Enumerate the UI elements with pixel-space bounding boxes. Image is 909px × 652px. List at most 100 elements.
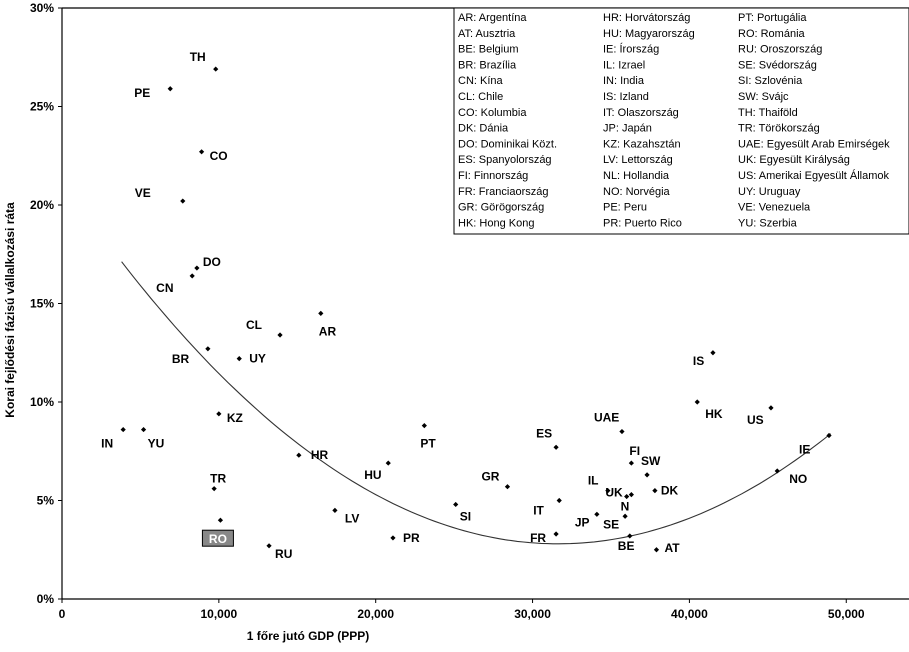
- point-do: [194, 265, 200, 271]
- point-uk: [628, 491, 634, 498]
- legend-entry: BE: Belgium: [458, 44, 519, 56]
- point-co: [198, 149, 205, 155]
- point-yu-group: YU: [140, 426, 165, 451]
- y-tick-label: 25%: [30, 100, 54, 114]
- x-tick-label: 0: [59, 607, 66, 621]
- label-ie: IE: [799, 442, 810, 456]
- point-se: [622, 513, 628, 519]
- point-it-group: IT: [533, 497, 562, 518]
- point-ro-group: RO: [201, 517, 234, 547]
- trendline: [121, 261, 831, 545]
- legend-box: [453, 7, 909, 235]
- label-jp: JP: [575, 515, 590, 529]
- point-sw: [644, 472, 650, 478]
- point-pe-group: PE: [134, 86, 173, 100]
- label-ve: VE: [135, 186, 151, 200]
- point-th: [213, 66, 219, 72]
- point-si: [453, 501, 459, 508]
- point-lv-group: LV: [332, 507, 359, 525]
- point-kz-group: KZ: [216, 411, 243, 425]
- x-tick-label: 10,000: [201, 607, 238, 621]
- point-ru-group: RU: [266, 543, 292, 561]
- point-br-group: BR: [172, 346, 211, 366]
- point-cl-group: CL: [246, 318, 283, 338]
- legend-entry: PE: Peru: [603, 202, 647, 214]
- point-uy: [236, 356, 242, 362]
- legend-entry: DO: Dominikai Közt.: [458, 138, 557, 150]
- legend-entry: ES: Spanyolország: [458, 154, 552, 166]
- point-ie: [826, 432, 832, 439]
- point-hr-group: HR: [296, 448, 329, 462]
- point-n: [624, 493, 630, 500]
- point-ve-group: VE: [135, 186, 186, 204]
- label-fi: FI: [629, 444, 640, 458]
- legend-entry: GR: Görögország: [458, 202, 544, 214]
- point-fr: [553, 531, 559, 537]
- legend-entry: BR: Brazília: [458, 59, 517, 71]
- point-cn: [189, 273, 195, 279]
- point-hr: [296, 452, 302, 458]
- legend-entry: UY: Uruguay: [738, 186, 801, 198]
- point-es-group: ES: [536, 426, 559, 450]
- point-jp-group: JP: [575, 511, 600, 529]
- y-tick-label: 5%: [37, 494, 55, 508]
- point-us-group: US: [747, 405, 774, 427]
- legend-entry: PR: Puerto Rico: [603, 217, 682, 229]
- label-ro-box: [201, 529, 234, 547]
- legend-entry: SW: Svájc: [738, 91, 789, 103]
- point-at-group: AT: [653, 541, 680, 555]
- point-co-group: CO: [198, 149, 228, 163]
- legend-entry: HU: Magyarország: [603, 28, 695, 40]
- label-be: BE: [618, 539, 635, 553]
- legend-entry: AT: Ausztria: [458, 28, 516, 40]
- legend-entry: SI: Szlovénia: [738, 75, 803, 87]
- legend-entry: YU: Szerbia: [738, 217, 798, 229]
- point-tr: [211, 486, 217, 492]
- point-hk: [694, 399, 700, 405]
- point-no-group: NO: [774, 468, 807, 486]
- point-it: [556, 497, 562, 504]
- label-br: BR: [172, 352, 190, 366]
- legend-entry: IN: India: [603, 75, 645, 87]
- legend-entry: RU: Oroszország: [738, 44, 822, 56]
- point-pr-group: PR: [390, 531, 420, 545]
- point-us: [768, 405, 774, 411]
- x-axis-title: 1 főre jutó GDP (PPP): [247, 629, 369, 643]
- label-no: NO: [789, 472, 807, 486]
- point-th-group: TH: [190, 50, 219, 72]
- label-is: IS: [693, 354, 704, 368]
- point-br: [205, 346, 211, 352]
- point-kz: [216, 411, 222, 417]
- label-cl: CL: [246, 318, 262, 332]
- point-ro: [217, 517, 224, 523]
- legend-entry: HK: Hong Kong: [458, 217, 534, 229]
- label-pt: PT: [420, 437, 436, 451]
- label-it: IT: [533, 504, 544, 518]
- legend-entry: RO: Románia: [738, 28, 806, 40]
- point-uae: [619, 428, 625, 435]
- legend-entry: HR: Horvátország: [603, 12, 690, 24]
- point-pt-group: PT: [420, 423, 436, 451]
- label-co: CO: [210, 149, 228, 163]
- legend-entry: CL: Chile: [458, 91, 503, 103]
- legend-entry: JP: Japán: [603, 123, 652, 135]
- point-no: [774, 468, 780, 474]
- legend-entry: FI: Finnország: [458, 170, 528, 182]
- x-tick-label: 50,000: [828, 607, 865, 621]
- point-is: [710, 350, 716, 356]
- point-ve: [180, 198, 186, 204]
- label-pr: PR: [403, 531, 420, 545]
- point-gr-group: GR: [481, 470, 511, 490]
- point-is-group: IS: [693, 350, 716, 368]
- point-pr: [390, 535, 396, 541]
- legend-entry: TH: Thaiföld: [738, 107, 798, 119]
- label-yu: YU: [148, 437, 165, 451]
- point-ie-group: IE: [799, 432, 832, 456]
- label-at: AT: [664, 541, 680, 555]
- x-tick-label: 30,000: [514, 607, 551, 621]
- label-dk: DK: [661, 484, 679, 498]
- point-dk: [652, 488, 658, 494]
- label-hu: HU: [364, 468, 381, 482]
- legend-entry: CN: Kína: [458, 75, 504, 87]
- y-tick-label: 0%: [37, 592, 55, 606]
